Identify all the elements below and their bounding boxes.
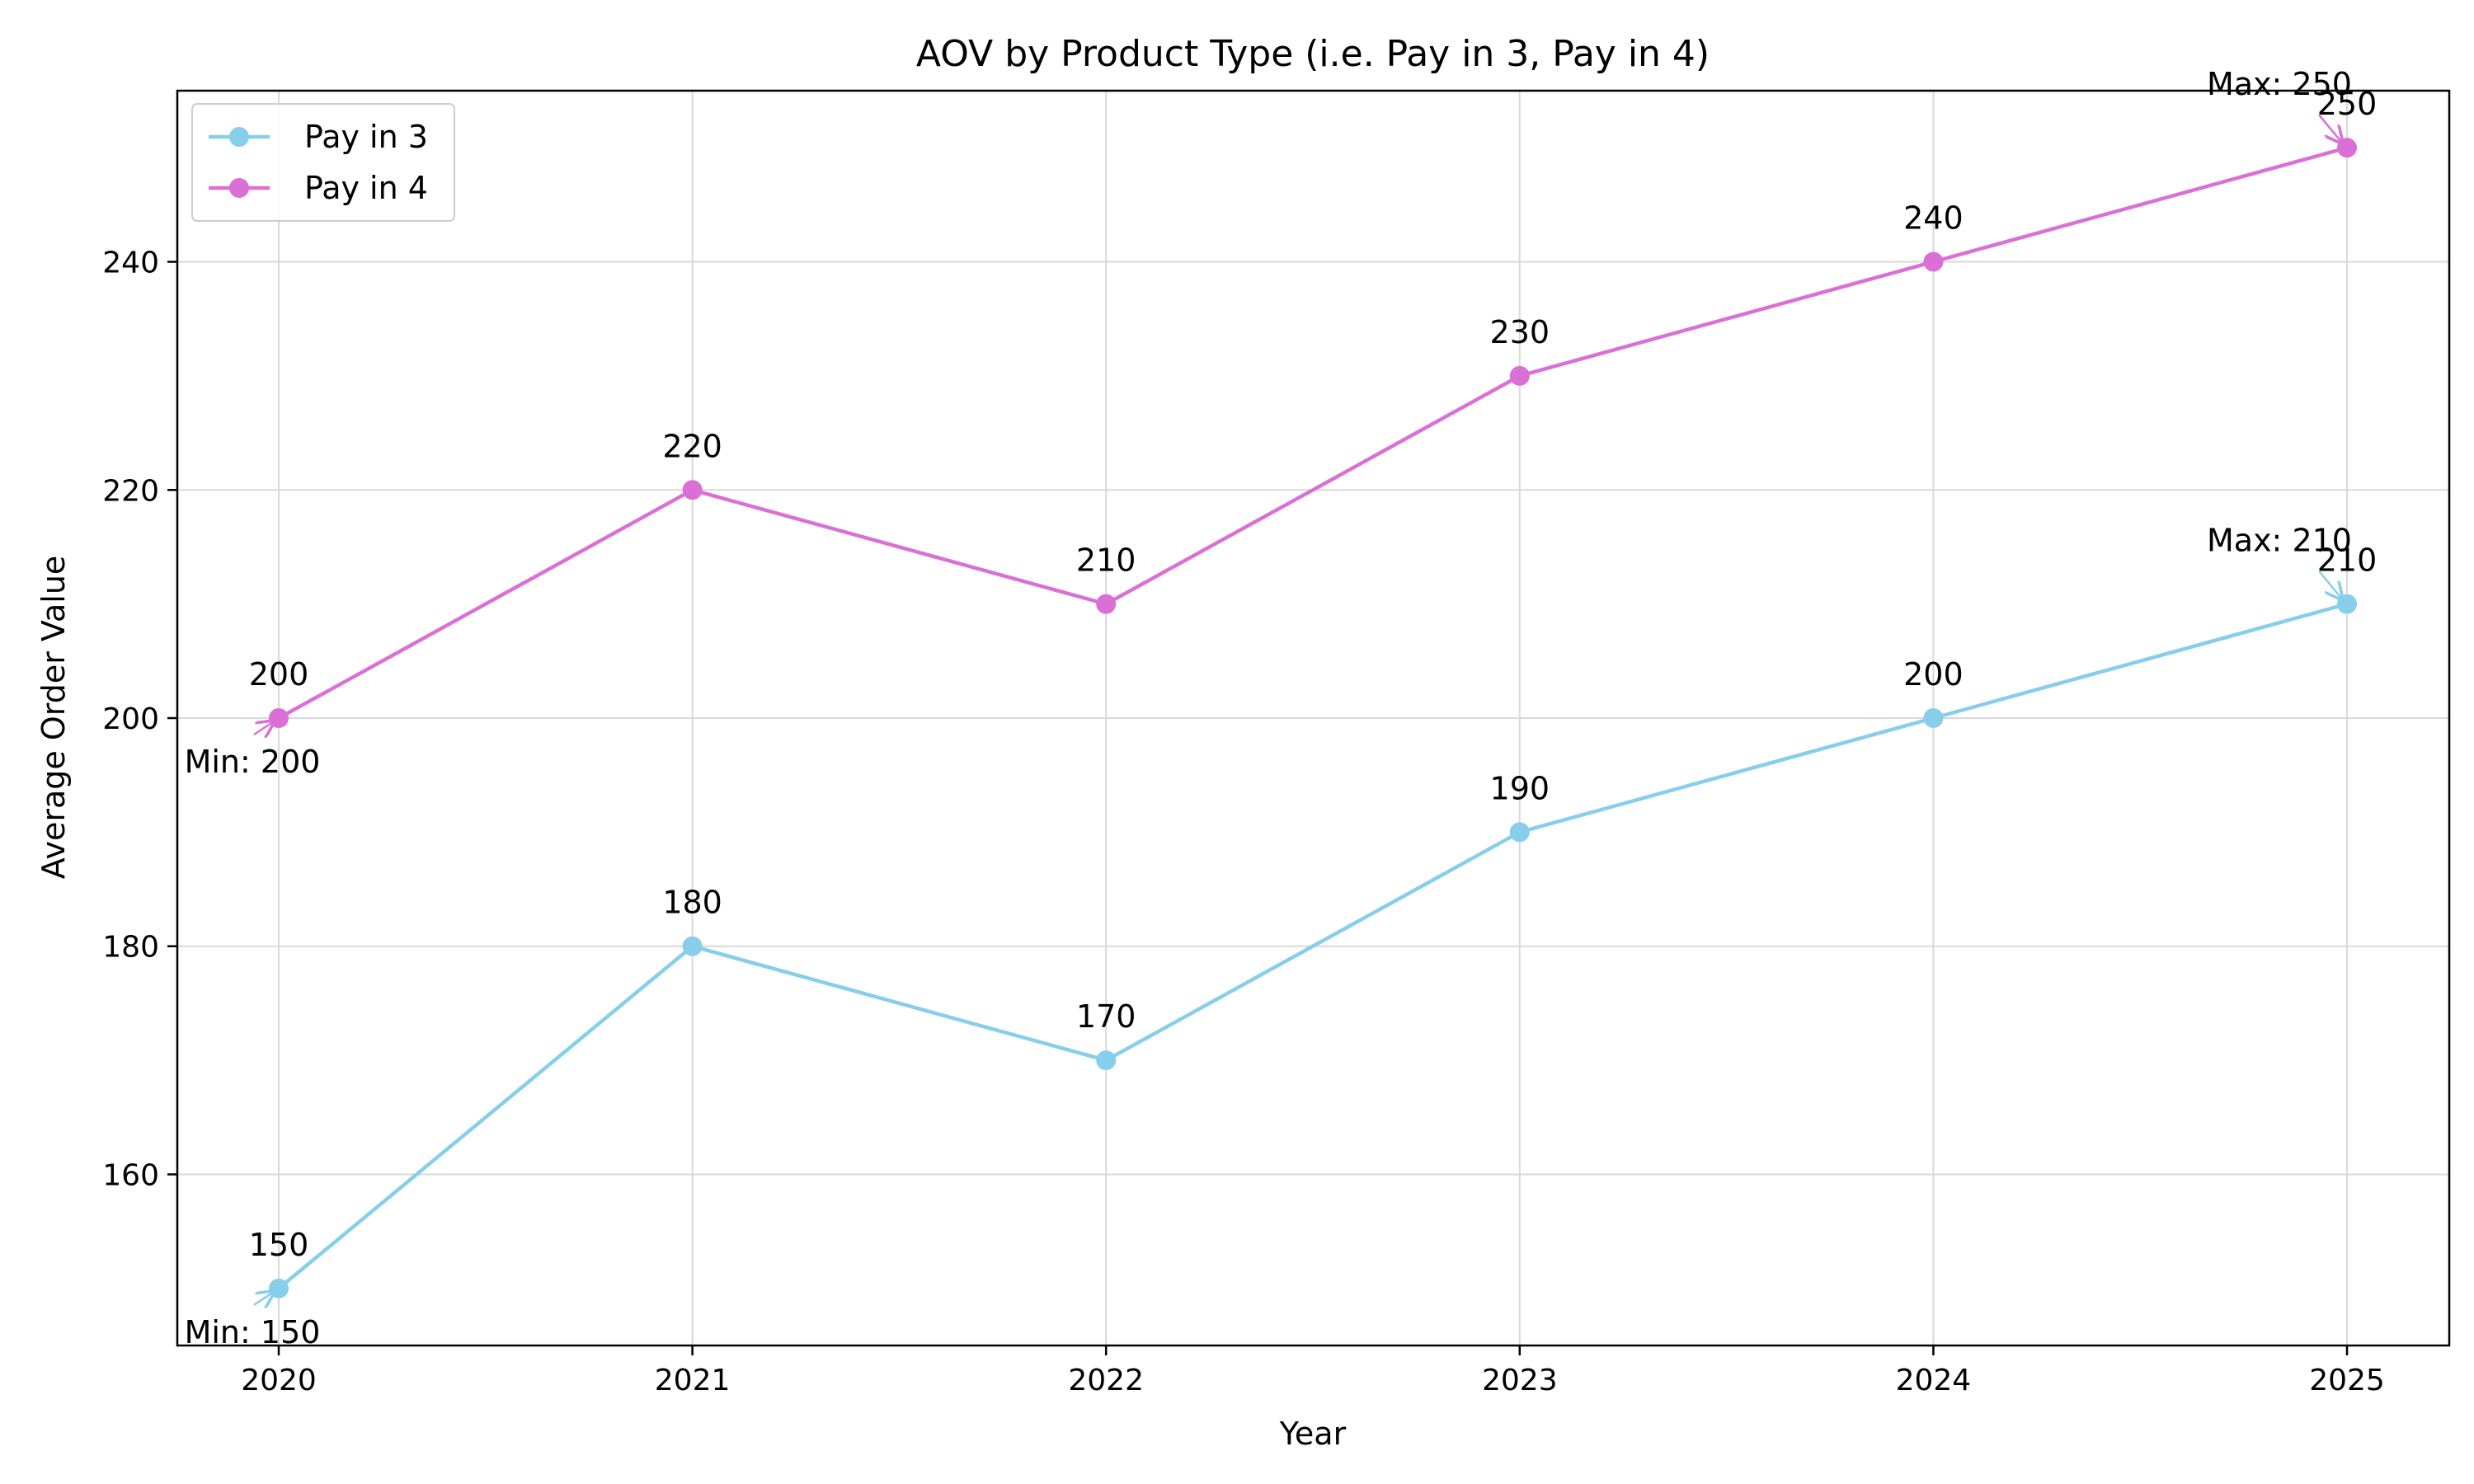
data-point bbox=[1509, 365, 1530, 386]
min-annotation: Min: 200 bbox=[185, 744, 321, 780]
data-label: 200 bbox=[249, 656, 309, 693]
data-label: 210 bbox=[2317, 542, 2378, 579]
min-arrow bbox=[253, 721, 274, 735]
axis-layer: 2020 2021 2022 2023 2024 2025 160 180 200 220 240 bbox=[102, 247, 2385, 1397]
min-arrow bbox=[253, 1292, 274, 1305]
data-label: 150 bbox=[249, 1227, 309, 1263]
data-point bbox=[269, 1278, 289, 1298]
data-point bbox=[682, 936, 703, 956]
legend-swatch-marker bbox=[229, 127, 249, 147]
series-line bbox=[277, 146, 2348, 720]
data-label: 230 bbox=[1490, 314, 1550, 350]
data-label: 250 bbox=[2317, 86, 2378, 122]
x-tick-label: 2025 bbox=[2309, 1364, 2385, 1397]
data-point bbox=[1509, 822, 1530, 843]
data-label: 220 bbox=[662, 428, 722, 464]
max-arrow bbox=[2318, 114, 2342, 143]
max-annotation: Max: 210 bbox=[2207, 523, 2352, 559]
legend-item: Pay in 3 bbox=[209, 119, 428, 155]
x-tick-label: 2022 bbox=[1068, 1364, 1144, 1397]
y-tick-label: 240 bbox=[102, 247, 159, 280]
x-axis-label: Year bbox=[1279, 1416, 1347, 1452]
x-tick-label: 2024 bbox=[1896, 1364, 1972, 1397]
chart-title: AOV by Product Type (i.e. Pay in 3, Pay … bbox=[916, 33, 1710, 75]
y-axis-label: Average Order Value bbox=[35, 556, 72, 880]
x-tick-label: 2021 bbox=[655, 1364, 731, 1397]
data-label: 190 bbox=[1490, 770, 1550, 806]
data-label: 180 bbox=[662, 885, 722, 921]
data-label: 210 bbox=[1076, 542, 1136, 579]
series-line bbox=[277, 602, 2348, 1290]
x-tick-label: 2020 bbox=[241, 1364, 317, 1397]
max-arrow bbox=[2318, 570, 2342, 599]
series-pay-in-3 bbox=[269, 594, 2357, 1298]
legend-box bbox=[191, 103, 455, 222]
data-label: 240 bbox=[1903, 200, 1964, 237]
data-point bbox=[1096, 1050, 1117, 1071]
data-point bbox=[682, 480, 703, 500]
data-point bbox=[1923, 251, 1944, 272]
series-layer bbox=[269, 138, 2357, 1298]
legend-swatch-marker bbox=[229, 178, 249, 198]
annotation-layer: 150 180 170 190 200 210 Min: 150 Max: 210 200 220… bbox=[185, 66, 2378, 1350]
data-label: 200 bbox=[1903, 656, 1964, 693]
min-annotation: Min: 150 bbox=[185, 1314, 321, 1350]
legend-label: Pay in 4 bbox=[304, 170, 428, 206]
data-point bbox=[1923, 708, 1944, 728]
y-tick-label: 160 bbox=[102, 1158, 159, 1192]
y-tick-label: 180 bbox=[102, 931, 159, 965]
legend-label: Pay in 3 bbox=[304, 119, 428, 155]
data-point bbox=[269, 708, 289, 728]
data-point bbox=[1096, 594, 1117, 614]
legend: Pay in 3 Pay in 4 bbox=[191, 103, 455, 222]
series-pay-in-4 bbox=[269, 138, 2357, 728]
x-tick-label: 2023 bbox=[1482, 1364, 1558, 1397]
legend-item: Pay in 4 bbox=[209, 170, 428, 206]
grid-layer bbox=[177, 91, 2449, 1345]
y-tick-label: 220 bbox=[102, 474, 159, 508]
max-annotation: Max: 250 bbox=[2207, 66, 2352, 102]
data-label: 170 bbox=[1076, 998, 1136, 1035]
y-tick-label: 200 bbox=[102, 702, 159, 736]
